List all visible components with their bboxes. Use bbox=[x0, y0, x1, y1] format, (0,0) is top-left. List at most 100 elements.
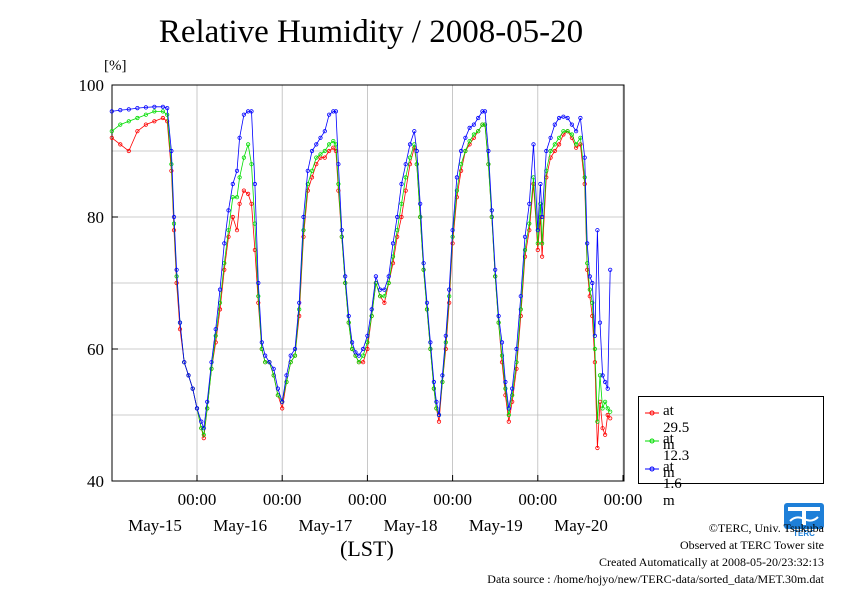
data-point bbox=[194, 406, 200, 411]
data-point bbox=[326, 112, 332, 117]
data-point bbox=[538, 181, 543, 187]
data-point bbox=[578, 115, 583, 121]
data-point bbox=[241, 188, 246, 193]
data-point bbox=[177, 320, 183, 325]
x-tick-date-label: May-15 bbox=[128, 516, 182, 535]
data-point bbox=[595, 228, 600, 233]
plot-frame bbox=[111, 84, 625, 482]
data-point bbox=[556, 135, 562, 140]
data-point bbox=[436, 419, 442, 424]
data-point bbox=[510, 399, 515, 404]
data-point bbox=[428, 340, 433, 345]
data-point bbox=[602, 399, 608, 404]
data-point bbox=[201, 432, 206, 437]
data-point bbox=[222, 267, 227, 272]
data-point bbox=[556, 115, 562, 121]
chart-title: Relative Humidity / 2008-05-20 bbox=[158, 14, 584, 50]
series-1 bbox=[109, 109, 613, 437]
data-point bbox=[587, 274, 592, 279]
data-point bbox=[531, 142, 536, 147]
data-point bbox=[608, 409, 613, 414]
data-point bbox=[600, 406, 605, 411]
y-tick-label: 60 bbox=[87, 340, 104, 359]
data-point bbox=[284, 379, 289, 385]
data-point bbox=[152, 109, 157, 114]
data-point bbox=[267, 360, 272, 365]
series-group bbox=[109, 104, 613, 451]
terc-logo-icon: TERC bbox=[784, 503, 824, 537]
data-point bbox=[592, 346, 598, 352]
x-tick-time-label: 00:00 bbox=[433, 490, 472, 509]
data-point bbox=[514, 366, 519, 371]
series-line bbox=[111, 106, 611, 429]
data-point bbox=[454, 188, 459, 193]
data-point bbox=[226, 208, 231, 213]
data-point bbox=[480, 122, 485, 127]
data-point bbox=[565, 115, 570, 121]
data-point bbox=[418, 201, 423, 206]
data-point bbox=[263, 353, 268, 358]
data-point bbox=[360, 346, 366, 352]
data-point bbox=[343, 280, 348, 286]
data-point bbox=[237, 175, 242, 180]
data-point bbox=[602, 432, 608, 437]
grid-lines bbox=[112, 85, 624, 481]
data-point bbox=[314, 142, 319, 147]
data-point bbox=[496, 313, 501, 319]
legend-marker-1-6m bbox=[645, 466, 659, 472]
data-point bbox=[539, 241, 545, 246]
data-point bbox=[412, 129, 417, 134]
data-point bbox=[360, 360, 366, 365]
data-point bbox=[518, 307, 523, 312]
series-2 bbox=[109, 104, 613, 431]
data-point bbox=[382, 287, 387, 292]
data-point bbox=[217, 287, 223, 292]
data-point bbox=[135, 115, 140, 121]
legend-label-29-5m: at 29.5 m bbox=[663, 403, 690, 453]
data-point bbox=[252, 181, 257, 187]
data-point bbox=[199, 426, 204, 431]
data-point bbox=[600, 373, 605, 378]
data-point bbox=[399, 181, 404, 187]
data-point bbox=[118, 108, 123, 113]
data-point bbox=[585, 241, 590, 246]
data-point bbox=[256, 280, 261, 286]
data-point bbox=[390, 261, 396, 266]
data-point bbox=[496, 320, 501, 325]
data-point bbox=[199, 419, 204, 424]
data-point bbox=[331, 145, 336, 150]
data-point bbox=[160, 115, 165, 121]
data-point bbox=[476, 129, 481, 134]
data-point bbox=[403, 162, 408, 167]
data-point bbox=[538, 201, 543, 206]
x-tick-time-label: 00:00 bbox=[604, 490, 643, 509]
data-point bbox=[252, 247, 257, 253]
x-tick-time-label: 00:00 bbox=[348, 490, 387, 509]
data-point bbox=[565, 129, 570, 134]
data-point bbox=[527, 221, 532, 226]
data-point bbox=[126, 119, 131, 124]
data-point bbox=[443, 340, 448, 345]
data-point bbox=[590, 280, 595, 286]
data-point bbox=[373, 274, 378, 279]
data-point bbox=[246, 142, 251, 147]
data-point bbox=[201, 426, 206, 431]
y-tick-label: 80 bbox=[87, 208, 104, 227]
data-point bbox=[326, 148, 332, 154]
data-point bbox=[249, 162, 254, 167]
x-tick-date-label: May-16 bbox=[213, 516, 267, 535]
data-point bbox=[582, 155, 587, 160]
data-point bbox=[135, 129, 140, 134]
legend-marker-29-5m bbox=[645, 410, 659, 416]
data-point bbox=[297, 300, 302, 305]
data-point bbox=[292, 353, 298, 358]
data-point bbox=[463, 135, 468, 140]
data-point bbox=[510, 393, 515, 398]
data-point bbox=[230, 181, 235, 187]
data-point bbox=[535, 228, 540, 233]
data-point bbox=[428, 346, 433, 352]
data-point bbox=[353, 350, 358, 355]
data-point bbox=[339, 228, 344, 233]
data-point bbox=[458, 168, 464, 173]
